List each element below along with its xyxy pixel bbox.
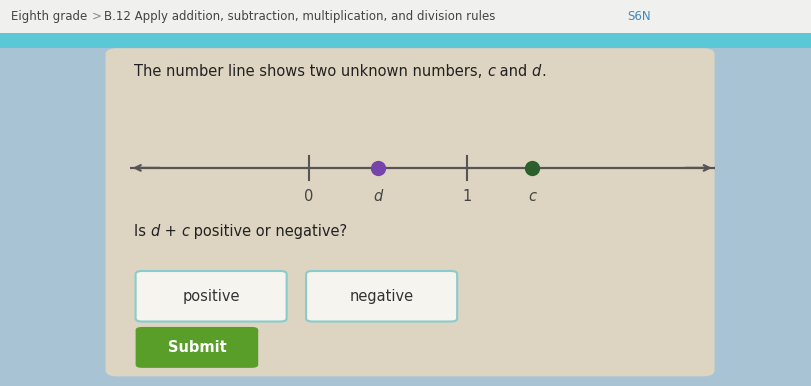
Text: Is: Is [134,224,150,239]
Text: c: c [181,224,189,239]
Text: Submit: Submit [167,340,226,355]
Bar [0,0,811,33]
Text: 0: 0 [303,190,313,204]
Text: >: > [92,10,101,23]
FancyBboxPatch shape [306,271,457,322]
Text: positive: positive [182,289,239,304]
Text: positive or negative?: positive or negative? [189,224,347,239]
Text: B.12 Apply addition, subtraction, multiplication, and division rules: B.12 Apply addition, subtraction, multip… [104,10,495,23]
Text: d: d [150,224,160,239]
Text: The number line shows two unknown numbers,: The number line shows two unknown number… [134,64,487,79]
Text: d: d [372,190,382,204]
Text: negative: negative [350,289,413,304]
Text: c: c [527,190,535,204]
FancyBboxPatch shape [105,48,714,376]
Text: Eighth grade: Eighth grade [11,10,87,23]
Text: S6N: S6N [626,10,650,23]
Text: .: . [540,64,545,79]
Text: +: + [160,224,181,239]
Text: c: c [487,64,494,79]
FancyBboxPatch shape [135,327,258,368]
FancyBboxPatch shape [135,271,286,322]
Bar [0,33,811,48]
Text: and: and [494,64,531,79]
Text: 1: 1 [461,190,471,204]
Text: d: d [531,64,540,79]
